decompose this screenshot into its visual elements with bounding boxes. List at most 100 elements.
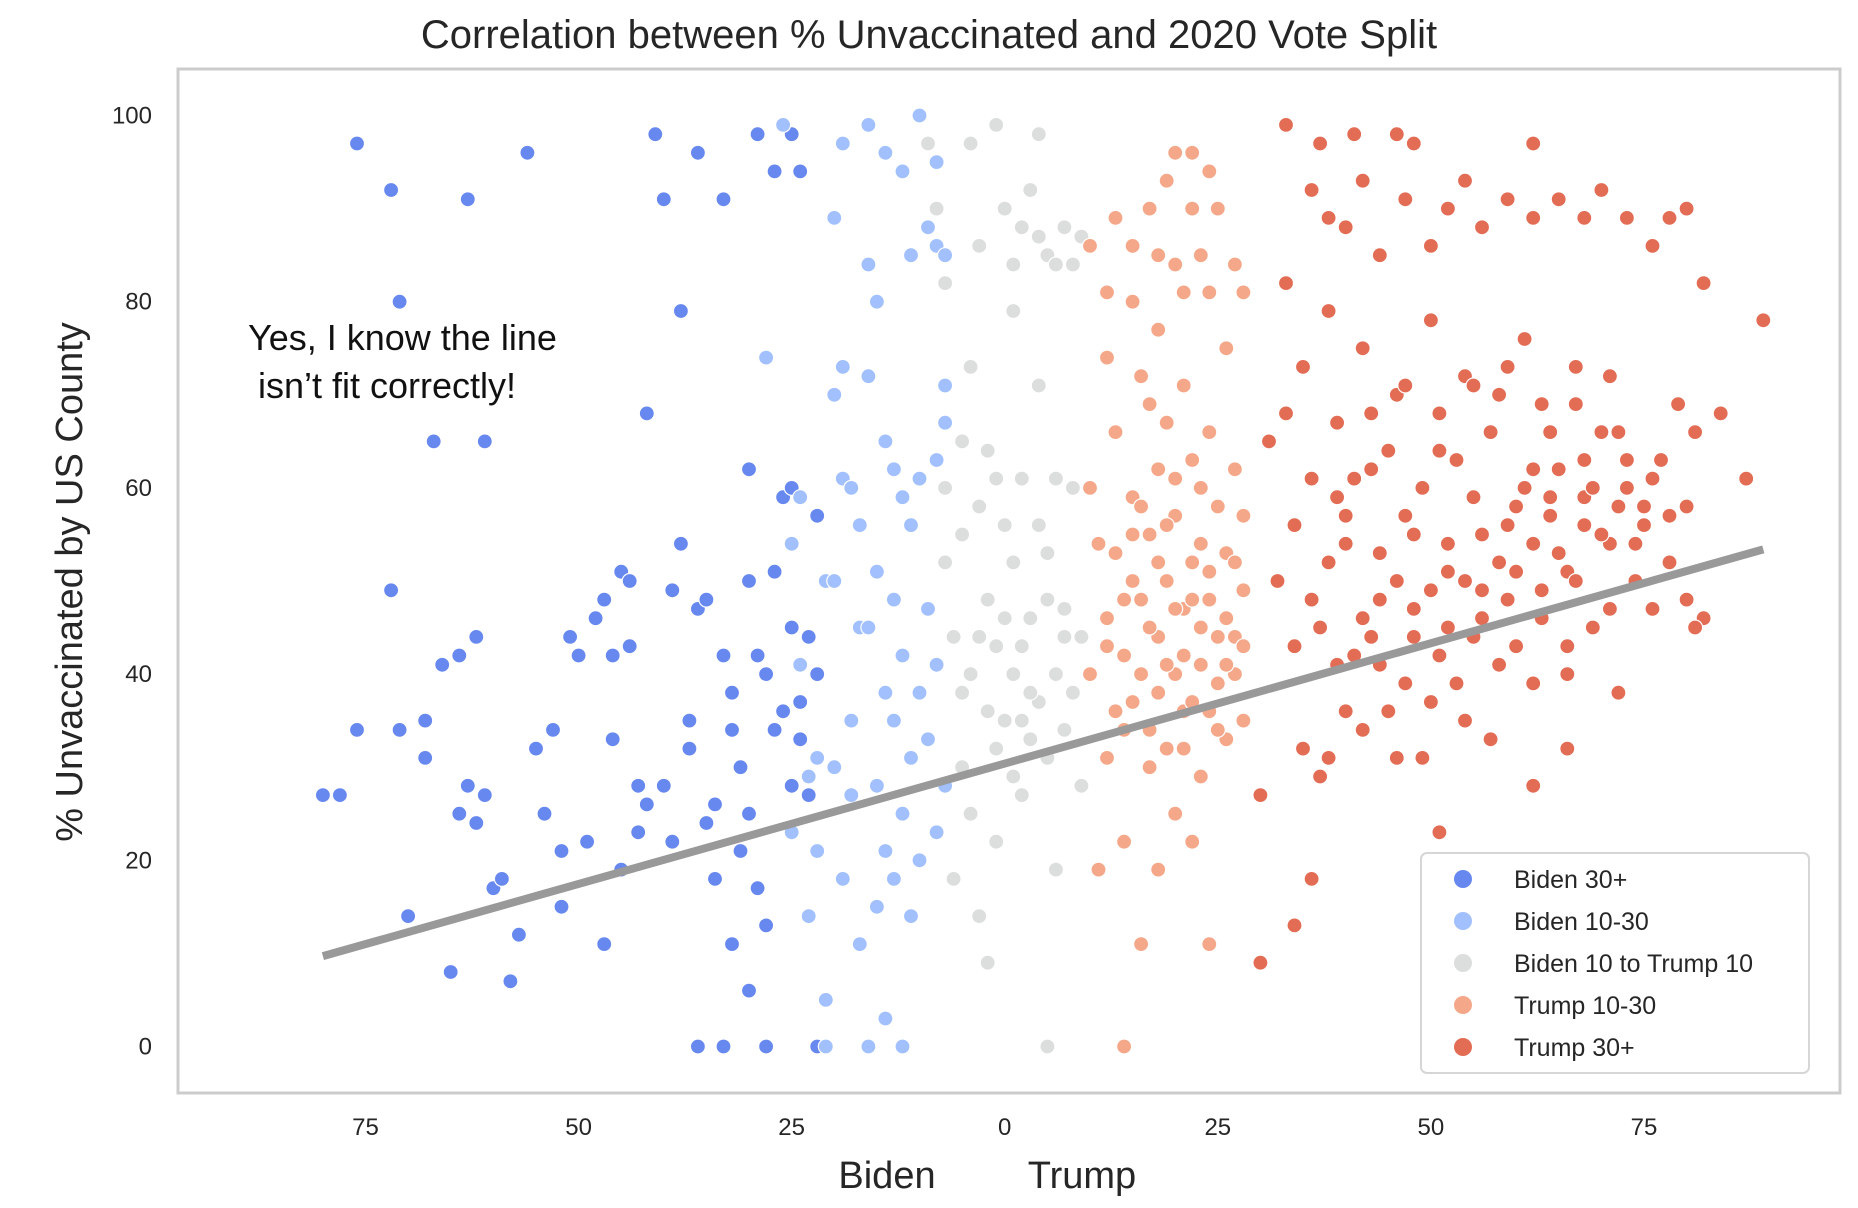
data-point <box>783 777 800 794</box>
data-point <box>1431 405 1448 422</box>
data-point <box>1047 665 1065 683</box>
data-point <box>1567 358 1584 375</box>
legend-label: Trump 10-30 <box>1514 992 1656 1020</box>
data-point <box>1030 228 1047 245</box>
data-point <box>1337 535 1354 552</box>
data-point <box>1380 442 1397 459</box>
data-point <box>1201 935 1218 953</box>
data-point <box>1346 126 1363 143</box>
series-1 <box>757 107 954 1055</box>
data-point <box>971 907 988 925</box>
data-point <box>868 777 886 794</box>
data-point <box>962 358 979 375</box>
data-point <box>1030 126 1047 143</box>
data-point <box>1201 563 1218 580</box>
data-point <box>757 349 775 366</box>
data-point <box>911 107 928 124</box>
data-point <box>1167 805 1184 822</box>
data-point <box>1448 451 1465 469</box>
legend-marker <box>1454 912 1472 930</box>
data-point <box>1490 656 1508 673</box>
data-point <box>553 898 570 915</box>
data-point <box>1124 293 1141 310</box>
data-point <box>971 628 988 646</box>
data-point <box>766 163 783 180</box>
data-point <box>834 358 851 375</box>
data-point <box>1661 209 1678 226</box>
data-point <box>536 805 553 822</box>
data-point <box>1022 684 1039 701</box>
data-point <box>1686 424 1704 441</box>
data-point <box>1525 209 1542 226</box>
data-point <box>1346 470 1363 487</box>
data-point <box>1081 665 1099 683</box>
data-point <box>877 144 894 161</box>
data-point <box>1337 507 1354 524</box>
y-tick-label: 60 <box>125 475 152 502</box>
data-point <box>988 116 1005 134</box>
data-point <box>1150 861 1167 878</box>
data-point <box>1320 554 1337 571</box>
data-point <box>996 516 1013 534</box>
data-point <box>1499 516 1516 534</box>
data-point <box>1115 647 1133 664</box>
x-tick-label: 25 <box>1204 1114 1231 1141</box>
data-point <box>757 665 775 683</box>
data-point <box>1209 628 1226 646</box>
data-point <box>1507 563 1525 580</box>
data-point <box>1422 237 1440 254</box>
data-point <box>1252 954 1269 971</box>
data-point <box>655 191 672 208</box>
data-point <box>1192 619 1209 636</box>
data-point <box>1593 424 1610 441</box>
data-point <box>391 293 408 310</box>
legend: Biden 30+ Biden 10-30 Biden 10 to Trump 10… <box>1420 852 1810 1074</box>
data-point <box>1005 554 1022 571</box>
data-point <box>1712 405 1729 422</box>
data-point <box>868 563 886 580</box>
data-point <box>596 935 613 953</box>
data-point <box>740 572 758 590</box>
data-point <box>476 786 493 804</box>
data-point <box>1380 703 1397 720</box>
data-point <box>1525 777 1542 794</box>
data-point <box>936 479 954 496</box>
x-axis-ticks: 75 50 25 0 25 50 75 <box>352 1114 1657 1141</box>
data-point <box>1030 516 1047 534</box>
data-point <box>757 917 775 934</box>
data-point <box>383 181 400 199</box>
legend-label: Biden 30+ <box>1514 866 1627 894</box>
data-point <box>979 591 996 608</box>
data-point <box>800 786 817 804</box>
data-point <box>1201 284 1218 301</box>
data-point <box>1576 209 1593 226</box>
data-point <box>1303 870 1320 888</box>
data-point <box>1405 628 1422 646</box>
data-point <box>945 870 962 888</box>
data-point <box>1064 684 1082 701</box>
data-point <box>1678 200 1695 217</box>
data-point <box>1422 693 1440 711</box>
data-point <box>1473 219 1491 236</box>
data-point <box>988 638 1005 655</box>
data-point <box>1678 591 1695 608</box>
data-point <box>1047 470 1065 487</box>
data-point <box>1201 163 1218 180</box>
data-point <box>621 638 638 655</box>
data-point <box>1465 377 1482 394</box>
x-tick-label: 75 <box>1631 1114 1658 1141</box>
data-point <box>1439 619 1457 636</box>
data-point <box>766 563 783 580</box>
data-point <box>604 731 621 748</box>
data-point <box>749 126 766 143</box>
data-point <box>1022 610 1039 627</box>
data-point <box>1107 703 1124 720</box>
data-point <box>1439 535 1457 552</box>
data-point <box>1627 535 1644 552</box>
data-point <box>851 516 868 534</box>
data-point <box>493 870 510 888</box>
legend-label: Biden 10-30 <box>1514 908 1649 936</box>
data-point <box>979 954 996 971</box>
data-point <box>979 703 996 720</box>
data-point <box>1150 554 1167 571</box>
